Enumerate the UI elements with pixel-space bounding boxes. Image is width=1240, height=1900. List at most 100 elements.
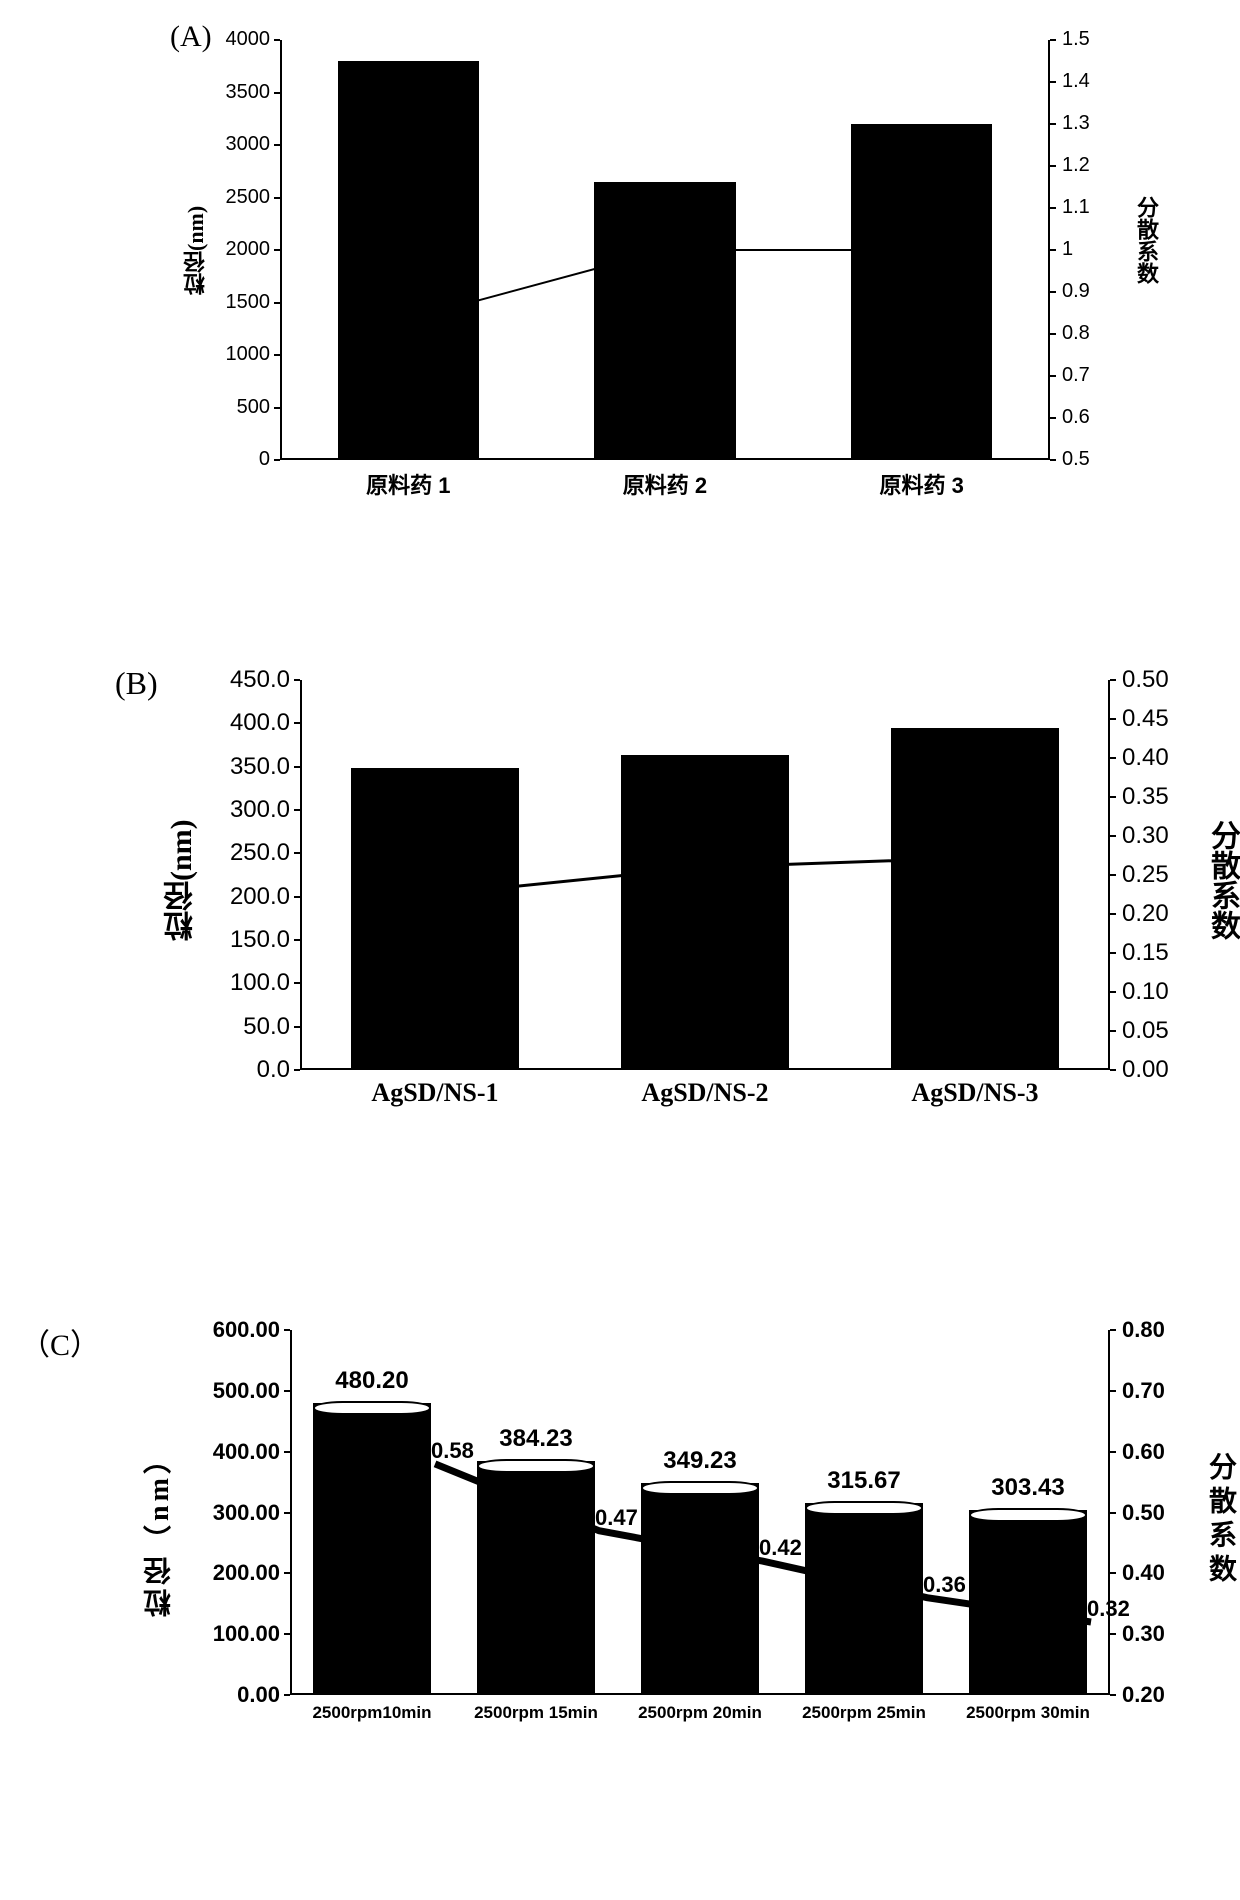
line-value-label: 0.36 xyxy=(923,1572,993,1598)
y1-tick: 500.00 xyxy=(205,1378,280,1404)
y2-tick: 0.05 xyxy=(1122,1017,1202,1045)
tick-mark xyxy=(1110,679,1116,681)
x-category-label: 原料药 2 xyxy=(537,468,794,500)
x-category-label: 2500rpm 25min xyxy=(782,1703,946,1723)
bar xyxy=(805,1503,923,1695)
tick-mark xyxy=(284,1451,290,1453)
tick-mark xyxy=(1110,952,1116,954)
bar-value-label: 303.43 xyxy=(958,1474,1098,1502)
y2-tick: 1.3 xyxy=(1062,112,1142,135)
bar xyxy=(891,728,1058,1070)
tick-mark xyxy=(284,1329,290,1331)
y1-tick: 450.0 xyxy=(215,666,290,694)
y2-tick: 0.70 xyxy=(1122,1378,1202,1404)
bar-cap xyxy=(805,1501,923,1515)
tick-mark xyxy=(294,896,300,898)
tick-mark xyxy=(1050,123,1056,125)
y2-tick: 0.00 xyxy=(1122,1056,1202,1084)
tick-mark xyxy=(1110,1512,1116,1514)
x-category-label: AgSD/NS-3 xyxy=(840,1078,1110,1108)
tick-mark xyxy=(1110,1694,1116,1696)
tick-mark xyxy=(284,1694,290,1696)
tick-mark xyxy=(274,302,280,304)
y1-tick: 0.0 xyxy=(215,1056,290,1084)
line-value-label: 0.32 xyxy=(1087,1596,1157,1622)
tick-mark xyxy=(294,982,300,984)
line-value-label: 0.42 xyxy=(759,1535,829,1561)
tick-mark xyxy=(1110,1030,1116,1032)
y2-tick: 0.40 xyxy=(1122,744,1202,772)
y1-tick: 50.0 xyxy=(215,1013,290,1041)
tick-mark xyxy=(1110,913,1116,915)
tick-mark xyxy=(1050,291,1056,293)
bar xyxy=(313,1403,431,1695)
y1-tick: 0.00 xyxy=(205,1682,280,1708)
y2-tick: 1 xyxy=(1062,238,1142,261)
y1-tick: 350.0 xyxy=(215,753,290,781)
y1-tick: 150.0 xyxy=(215,926,290,954)
y2-tick: 0.15 xyxy=(1122,939,1202,967)
x-category-label: 原料药 3 xyxy=(793,468,1050,500)
bar-cap xyxy=(313,1401,431,1415)
panel-c-label: （C） xyxy=(20,1320,100,1364)
line-value-label: 0.47 xyxy=(595,1505,665,1531)
y2-tick: 0.40 xyxy=(1122,1560,1202,1586)
y2-tick: 0.7 xyxy=(1062,364,1142,387)
bar-value-label: 480.20 xyxy=(302,1367,442,1395)
tick-mark xyxy=(1110,1633,1116,1635)
tick-mark xyxy=(1050,39,1056,41)
y1-tick: 3500 xyxy=(195,81,270,104)
y2-tick: 0.5 xyxy=(1062,448,1142,471)
tick-mark xyxy=(294,679,300,681)
tick-mark xyxy=(274,354,280,356)
y1-tick: 1500 xyxy=(195,291,270,314)
y1-tick: 4000 xyxy=(195,28,270,51)
tick-mark xyxy=(284,1633,290,1635)
bar xyxy=(851,124,992,460)
y1-tick: 300.0 xyxy=(215,796,290,824)
tick-mark xyxy=(1050,417,1056,419)
tick-mark xyxy=(294,1069,300,1071)
tick-mark xyxy=(1110,757,1116,759)
tick-mark xyxy=(1110,1451,1116,1453)
tick-mark xyxy=(1050,459,1056,461)
tick-mark xyxy=(1110,874,1116,876)
y1-tick: 100.00 xyxy=(205,1621,280,1647)
tick-mark xyxy=(1110,835,1116,837)
tick-mark xyxy=(294,766,300,768)
y2-tick: 0.45 xyxy=(1122,705,1202,733)
x-category-label: 2500rpm 30min xyxy=(946,1703,1110,1723)
y1-tick: 400.0 xyxy=(215,709,290,737)
x-category-label: 2500rpm 15min xyxy=(454,1703,618,1723)
bar xyxy=(477,1461,595,1695)
bar xyxy=(351,768,518,1070)
y1-tick: 100.0 xyxy=(215,969,290,997)
tick-mark xyxy=(1110,1069,1116,1071)
y2-tick: 0.20 xyxy=(1122,1682,1202,1708)
tick-mark xyxy=(274,39,280,41)
bar-cap xyxy=(641,1481,759,1495)
tick-mark xyxy=(1050,207,1056,209)
bar xyxy=(969,1510,1087,1695)
tick-mark xyxy=(1050,81,1056,83)
y1-tick: 2000 xyxy=(195,238,270,261)
y2-tick: 0.20 xyxy=(1122,900,1202,928)
y1-tick: 600.00 xyxy=(205,1317,280,1343)
tick-mark xyxy=(1050,333,1056,335)
bar xyxy=(594,182,735,460)
tick-mark xyxy=(274,197,280,199)
tick-mark xyxy=(294,939,300,941)
y1-tick: 200.0 xyxy=(215,883,290,911)
y2-tick: 1.4 xyxy=(1062,70,1142,93)
y1-tick: 3000 xyxy=(195,133,270,156)
tick-mark xyxy=(1110,1329,1116,1331)
y2-tick: 0.60 xyxy=(1122,1439,1202,1465)
tick-mark xyxy=(1050,165,1056,167)
y2-tick: 0.9 xyxy=(1062,280,1142,303)
tick-mark xyxy=(294,1026,300,1028)
y2-tick: 0.30 xyxy=(1122,822,1202,850)
y2-tick: 0.6 xyxy=(1062,406,1142,429)
tick-mark xyxy=(1110,796,1116,798)
y2-tick: 0.10 xyxy=(1122,978,1202,1006)
y2-tick: 0.35 xyxy=(1122,783,1202,811)
